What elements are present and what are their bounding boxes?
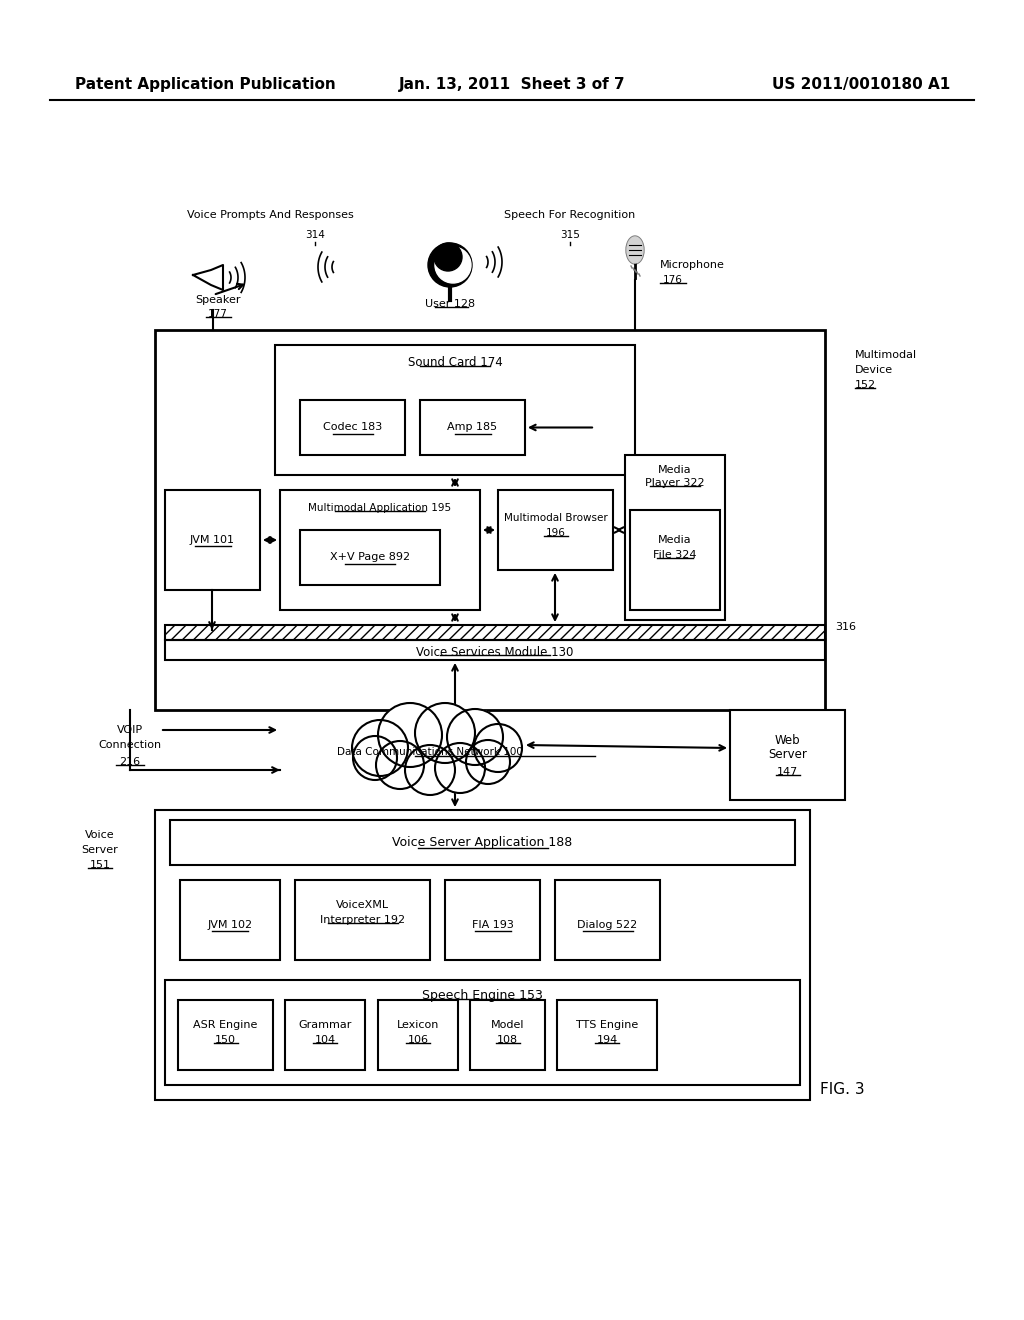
Text: Web: Web bbox=[775, 734, 801, 747]
Text: Media: Media bbox=[658, 535, 692, 545]
Circle shape bbox=[466, 741, 510, 784]
Text: 152: 152 bbox=[855, 380, 877, 389]
Circle shape bbox=[352, 719, 408, 776]
FancyBboxPatch shape bbox=[280, 490, 480, 610]
Text: JVM 101: JVM 101 bbox=[190, 535, 234, 545]
Text: 196: 196 bbox=[546, 528, 565, 539]
Text: File 324: File 324 bbox=[653, 550, 696, 560]
Circle shape bbox=[415, 704, 475, 763]
FancyBboxPatch shape bbox=[420, 400, 525, 455]
FancyBboxPatch shape bbox=[625, 455, 725, 620]
Text: Player 322: Player 322 bbox=[645, 478, 705, 488]
Text: ASR Engine: ASR Engine bbox=[194, 1020, 258, 1030]
Text: VoiceXML: VoiceXML bbox=[336, 900, 389, 909]
Circle shape bbox=[447, 709, 503, 766]
Text: Lexicon: Lexicon bbox=[397, 1020, 439, 1030]
FancyBboxPatch shape bbox=[165, 490, 260, 590]
Text: Multimodal Application 195: Multimodal Application 195 bbox=[308, 503, 452, 513]
FancyBboxPatch shape bbox=[300, 400, 406, 455]
Text: Interpreter 192: Interpreter 192 bbox=[319, 915, 406, 925]
FancyBboxPatch shape bbox=[300, 531, 440, 585]
Circle shape bbox=[474, 723, 522, 772]
Text: Data Communications Network 100: Data Communications Network 100 bbox=[337, 747, 523, 756]
FancyBboxPatch shape bbox=[730, 710, 845, 800]
Text: 176: 176 bbox=[664, 275, 683, 285]
Text: 314: 314 bbox=[305, 230, 325, 240]
Text: 151: 151 bbox=[89, 861, 111, 870]
Text: 194: 194 bbox=[596, 1035, 617, 1045]
Text: Sound Card 174: Sound Card 174 bbox=[408, 356, 503, 370]
Text: User 128: User 128 bbox=[425, 300, 475, 309]
Text: Multimodal Browser: Multimodal Browser bbox=[504, 513, 607, 523]
Text: FIG. 3: FIG. 3 bbox=[820, 1082, 864, 1097]
Text: Server: Server bbox=[768, 748, 807, 762]
Circle shape bbox=[434, 243, 462, 271]
Text: Codec 183: Codec 183 bbox=[323, 422, 382, 433]
Text: 315: 315 bbox=[560, 230, 580, 240]
Text: Multimodal: Multimodal bbox=[855, 350, 918, 360]
FancyBboxPatch shape bbox=[555, 880, 660, 960]
Text: Voice Server Application 188: Voice Server Application 188 bbox=[392, 836, 572, 849]
Circle shape bbox=[376, 741, 424, 789]
FancyBboxPatch shape bbox=[180, 880, 280, 960]
Text: VOIP: VOIP bbox=[117, 725, 143, 735]
FancyBboxPatch shape bbox=[295, 880, 430, 960]
FancyBboxPatch shape bbox=[275, 345, 635, 475]
Text: Grammar: Grammar bbox=[298, 1020, 351, 1030]
FancyBboxPatch shape bbox=[155, 330, 825, 710]
Text: 106: 106 bbox=[408, 1035, 428, 1045]
Text: 147: 147 bbox=[777, 767, 798, 777]
Circle shape bbox=[428, 243, 472, 286]
FancyBboxPatch shape bbox=[378, 1001, 458, 1071]
Text: Jan. 13, 2011  Sheet 3 of 7: Jan. 13, 2011 Sheet 3 of 7 bbox=[398, 78, 626, 92]
Text: FIA 193: FIA 193 bbox=[472, 920, 513, 931]
FancyBboxPatch shape bbox=[557, 1001, 657, 1071]
Text: Microphone: Microphone bbox=[660, 260, 725, 271]
FancyBboxPatch shape bbox=[445, 880, 540, 960]
Text: 104: 104 bbox=[314, 1035, 336, 1045]
FancyBboxPatch shape bbox=[285, 1001, 365, 1071]
Ellipse shape bbox=[627, 238, 643, 263]
FancyBboxPatch shape bbox=[170, 820, 795, 865]
Circle shape bbox=[353, 737, 397, 780]
Polygon shape bbox=[193, 265, 223, 290]
Text: Model: Model bbox=[490, 1020, 524, 1030]
FancyBboxPatch shape bbox=[155, 810, 810, 1100]
Text: 216: 216 bbox=[120, 756, 140, 767]
Text: 108: 108 bbox=[497, 1035, 518, 1045]
FancyBboxPatch shape bbox=[165, 640, 825, 660]
Text: Server: Server bbox=[82, 845, 119, 855]
Text: Voice Prompts And Responses: Voice Prompts And Responses bbox=[186, 210, 353, 220]
Text: TTS Engine: TTS Engine bbox=[575, 1020, 638, 1030]
Text: JVM 102: JVM 102 bbox=[208, 920, 253, 931]
Text: Device: Device bbox=[855, 366, 893, 375]
Text: Speech Engine 153: Speech Engine 153 bbox=[422, 990, 543, 1002]
Text: Voice Services Module 130: Voice Services Module 130 bbox=[417, 645, 573, 659]
FancyBboxPatch shape bbox=[470, 1001, 545, 1071]
Text: Patent Application Publication: Patent Application Publication bbox=[75, 78, 336, 92]
Text: 177: 177 bbox=[208, 309, 228, 319]
FancyBboxPatch shape bbox=[165, 979, 800, 1085]
Text: 316: 316 bbox=[835, 622, 856, 632]
Text: US 2011/0010180 A1: US 2011/0010180 A1 bbox=[772, 78, 950, 92]
Text: X+V Page 892: X+V Page 892 bbox=[330, 553, 410, 562]
FancyBboxPatch shape bbox=[630, 510, 720, 610]
Text: Media: Media bbox=[658, 465, 692, 475]
FancyBboxPatch shape bbox=[498, 490, 613, 570]
Circle shape bbox=[435, 247, 471, 282]
Circle shape bbox=[378, 704, 442, 767]
Text: Connection: Connection bbox=[98, 741, 162, 750]
Text: Speaker: Speaker bbox=[196, 294, 241, 305]
Circle shape bbox=[406, 744, 455, 795]
Text: 150: 150 bbox=[215, 1035, 236, 1045]
FancyBboxPatch shape bbox=[178, 1001, 273, 1071]
Text: Dialog 522: Dialog 522 bbox=[578, 920, 638, 931]
Ellipse shape bbox=[626, 236, 644, 264]
Text: Amp 185: Amp 185 bbox=[447, 422, 498, 433]
Text: Speech For Recognition: Speech For Recognition bbox=[505, 210, 636, 220]
Circle shape bbox=[435, 743, 485, 793]
Text: Voice: Voice bbox=[85, 830, 115, 840]
